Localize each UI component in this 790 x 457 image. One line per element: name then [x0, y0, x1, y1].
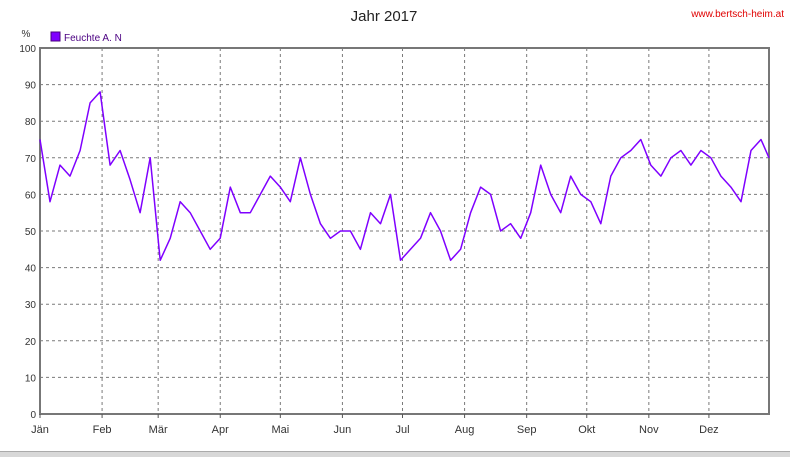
y-tick-label: 70 — [25, 154, 37, 165]
y-tick-label: 20 — [25, 337, 37, 348]
x-tick-label: Sep — [517, 424, 537, 436]
y-tick-label: 10 — [25, 373, 37, 384]
x-tick-label: Dez — [699, 424, 719, 436]
y-tick-label: 100 — [19, 44, 36, 55]
series-line — [39, 91, 770, 262]
x-tick-label: Okt — [578, 424, 595, 436]
x-tick-label: Nov — [639, 424, 659, 436]
x-axis-ticks: Jän Feb Mär Apr Mai Jun Jul Aug Sep Okt Nov Dez — [31, 414, 719, 436]
y-tick-label: 0 — [30, 410, 36, 421]
brand-url[interactable]: www.bertsch-heim.at — [690, 9, 784, 20]
y-axis-unit-label: % — [22, 29, 31, 40]
y-tick-label: 50 — [25, 227, 37, 238]
x-tick-label: Jän — [31, 424, 49, 436]
y-tick-label: 60 — [25, 190, 37, 201]
legend-label: Feuchte A. N — [64, 33, 122, 44]
x-tick-label: Aug — [455, 424, 475, 436]
x-tick-label: Jul — [395, 424, 409, 436]
y-axis-ticks: 0 10 20 30 40 50 60 70 80 90 100 — [19, 44, 36, 421]
x-tick-label: Mai — [271, 424, 289, 436]
legend-swatch — [50, 31, 61, 42]
y-tick-label: 30 — [25, 300, 37, 311]
y-tick-label: 90 — [25, 81, 37, 92]
series-layer — [39, 91, 770, 262]
x-tick-label: Apr — [212, 424, 229, 436]
status-bar — [0, 451, 790, 457]
x-tick-label: Jun — [334, 424, 352, 436]
y-tick-label: 80 — [25, 117, 37, 128]
y-tick-label: 40 — [25, 264, 37, 275]
x-tick-label: Mär — [149, 424, 168, 436]
x-tick-label: Feb — [93, 424, 112, 436]
chart-title: Jahr 2017 — [351, 8, 418, 25]
